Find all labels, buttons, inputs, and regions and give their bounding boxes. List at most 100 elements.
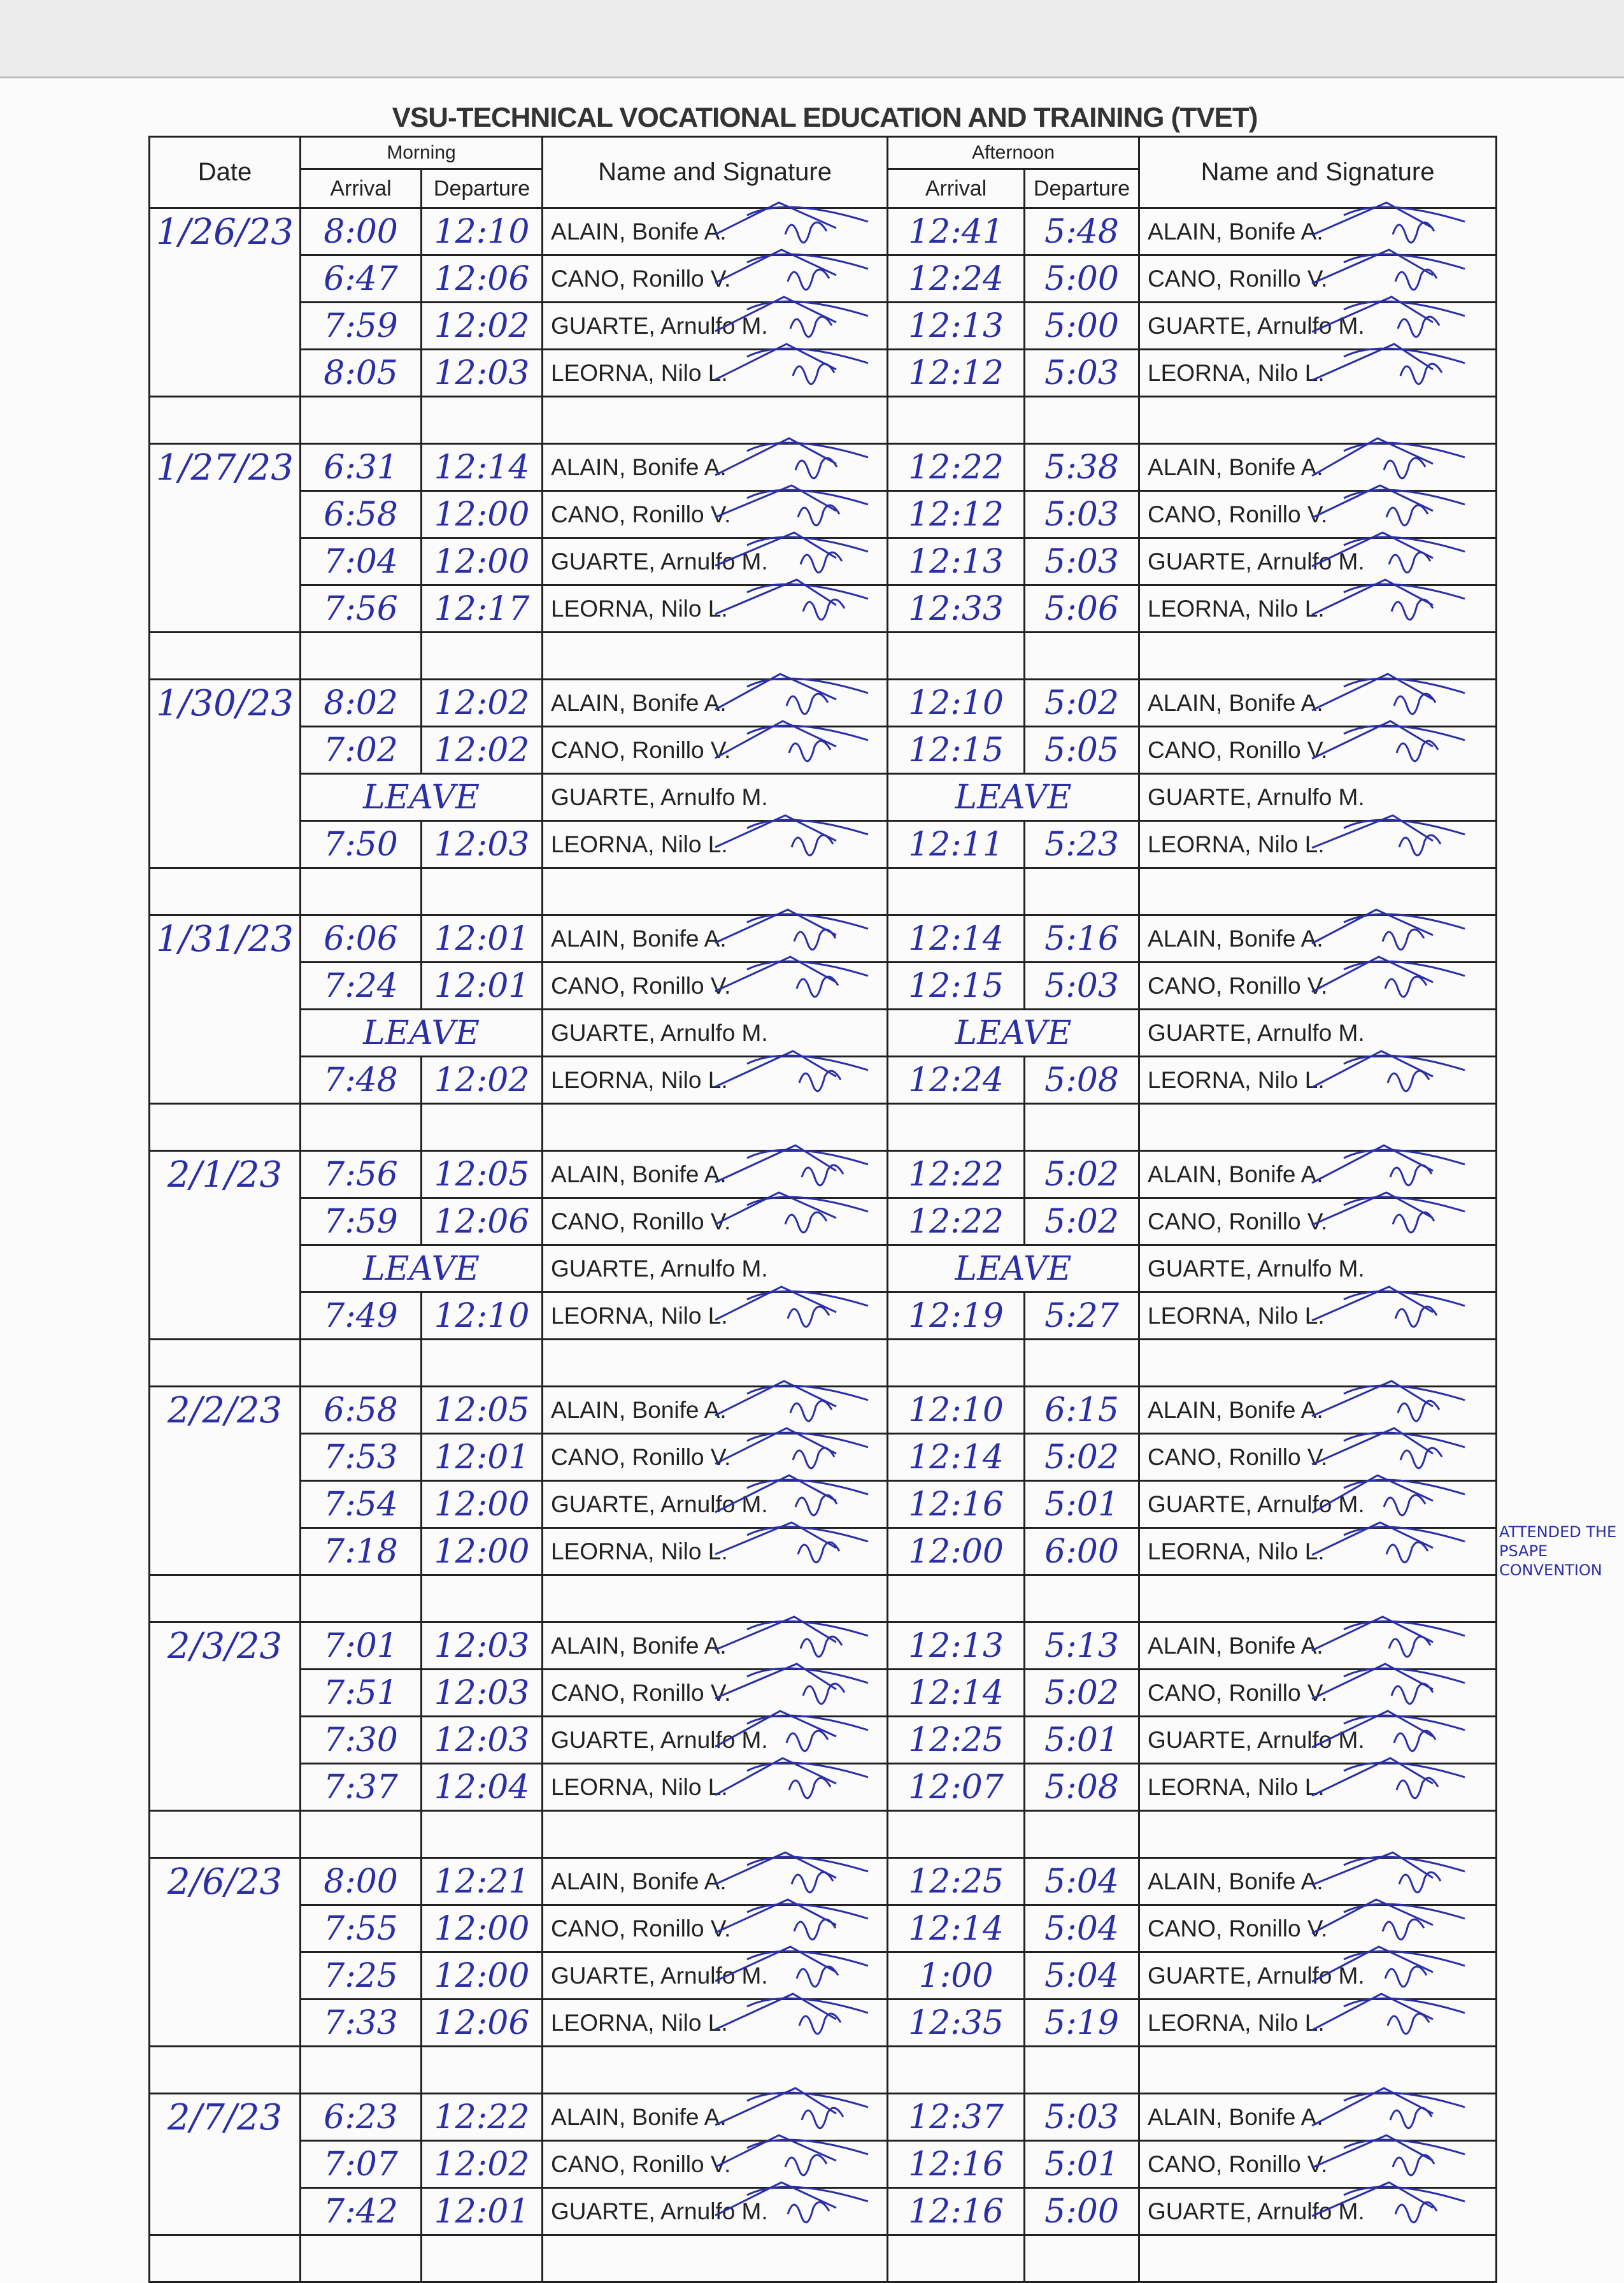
name-cell: GUARTE, Arnulfo M.: [1138, 1008, 1498, 1057]
spacer-row: [148, 1338, 1498, 1387]
empty-cell: [420, 2045, 544, 2094]
name: LEORNA, Nilo L.: [1148, 359, 1325, 386]
name: CANO, Ronillo V.: [551, 1443, 731, 1470]
pm-arrival: 12:33: [887, 584, 1026, 633]
signature-stroke: [1311, 1615, 1465, 1658]
signature-stroke: [715, 955, 869, 998]
name: GUARTE, Arnulfo M.: [1148, 2198, 1365, 2224]
pm-arrival: 12:22: [887, 1197, 1026, 1246]
departure-header: Departure: [1023, 168, 1141, 209]
am-departure: 12:22: [420, 2093, 544, 2142]
am-departure: 12:00: [420, 490, 544, 539]
empty-cell: [887, 631, 1026, 680]
signature-stroke: [1311, 1521, 1465, 1564]
am-arrival: 7:54: [299, 1480, 422, 1529]
entry-row: 7:04 12:00 GUARTE, Arnulfo M. 12:13 5:03 GUAR…: [150, 531, 1498, 586]
pm-departure: 5:04: [1023, 1951, 1141, 2000]
name: CANO, Ronillo V.: [551, 1679, 731, 1706]
name-header: Name and Signature: [1138, 136, 1498, 209]
pm-arrival: 12:25: [887, 1857, 1026, 1906]
name-cell: ALAIN, Bonife A.: [1138, 1144, 1498, 1199]
am-departure: 12:02: [420, 726, 544, 775]
empty-cell: [1023, 396, 1141, 445]
entry-row: 7:59 12:02 GUARTE, Arnulfo M. 12:13 5:00 GUAR…: [150, 296, 1498, 350]
spacer-row: [148, 2045, 1498, 2094]
name: GUARTE, Arnulfo M.: [551, 312, 768, 339]
name-cell: ALAIN, Bonife A.: [1138, 673, 1498, 727]
signature-stroke: [1311, 201, 1465, 244]
am-departure: 12:03: [420, 1621, 544, 1670]
pm-departure: 5:03: [1023, 490, 1141, 539]
pm-departure: 5:08: [1023, 1056, 1141, 1105]
am-arrival: 7:18: [299, 1527, 422, 1576]
empty-cell: [420, 867, 544, 916]
empty-cell: [1138, 1103, 1498, 1152]
signature-stroke: [1311, 1050, 1465, 1092]
entry-row: 2/1/23 7:56 12:05 ALAIN, Bonife A. 12:22 5:02…: [148, 1144, 1498, 1340]
entry-row: 7:59 12:06 CANO, Ronillo V. 12:22 5:02 CANO, …: [150, 1191, 1498, 1246]
empty-cell: [887, 1103, 1026, 1152]
name: CANO, Ronillo V.: [1148, 736, 1328, 763]
name-cell: CANO, Ronillo V.: [1138, 484, 1498, 539]
signature-stroke: [1311, 1191, 1465, 1234]
spacer-row: [148, 1574, 1498, 1623]
name: CANO, Ronillo V.: [1148, 501, 1328, 527]
empty-cell: [148, 1574, 301, 1623]
name-cell: GUARTE, Arnulfo M.: [541, 1945, 889, 2000]
entry-row: LEAVE GUARTE, Arnulfo M. LEAVE GUARTE, Arnu…: [150, 1008, 1498, 1057]
empty-cell: [1138, 2234, 1498, 2283]
signature-stroke: [1311, 720, 1465, 762]
afternoon-header: Afternoon: [887, 136, 1141, 170]
signature-stroke: [1311, 248, 1465, 291]
name: LEORNA, Nilo L.: [1148, 831, 1325, 857]
am-departure: 12:06: [420, 254, 544, 303]
signature-stroke: [1311, 814, 1465, 857]
name: ALAIN, Bonife A.: [551, 2103, 727, 2130]
name: ALAIN, Bonife A.: [551, 1868, 727, 1894]
signature-stroke: [1311, 578, 1465, 621]
name-cell: ALAIN, Bonife A.: [541, 201, 889, 256]
empty-cell: [148, 396, 301, 445]
name-cell: LEORNA, Nilo L.: [1138, 814, 1498, 869]
am-departure: 12:21: [420, 1857, 544, 1906]
name: LEORNA, Nilo L.: [551, 831, 728, 857]
signature-stroke: [715, 1993, 869, 2035]
leave-cell: LEAVE: [299, 773, 544, 822]
signature-stroke: [715, 1757, 869, 1800]
name: LEORNA, Nilo L.: [551, 2009, 728, 2036]
name: GUARTE, Arnulfo M.: [1148, 1019, 1365, 1046]
empty-cell: [887, 2234, 1026, 2283]
name-cell: GUARTE, Arnulfo M.: [541, 1244, 889, 1293]
am-arrival: 7:33: [299, 1998, 422, 2047]
name-cell: LEORNA, Nilo L.: [541, 343, 889, 397]
pm-arrival: 12:13: [887, 1621, 1026, 1670]
empty-cell: [420, 1574, 544, 1623]
name: CANO, Ronillo V.: [1148, 972, 1328, 999]
name-cell: LEORNA, Nilo L.: [1138, 343, 1498, 397]
pm-arrival: 12:14: [887, 1433, 1026, 1482]
signature-stroke: [715, 1521, 869, 1564]
pm-departure: 5:00: [1023, 2187, 1141, 2236]
empty-cell: [541, 1810, 889, 1859]
pm-departure: 6:00: [1023, 1527, 1141, 1576]
name: ALAIN, Bonife A.: [1148, 925, 1323, 952]
empty-cell: [1138, 1338, 1498, 1387]
am-departure: 12:00: [420, 1904, 544, 1953]
entry-row: LEAVE GUARTE, Arnulfo M. LEAVE GUARTE, Arnu…: [150, 773, 1498, 822]
am-arrival: 7:25: [299, 1951, 422, 2000]
am-arrival: 7:56: [299, 1150, 422, 1199]
name: LEORNA, Nilo L.: [551, 359, 728, 386]
leave-cell: LEAVE: [299, 1244, 544, 1293]
pm-arrival: 12:13: [887, 301, 1026, 350]
name-cell: LEORNA, Nilo L.: [541, 1050, 889, 1105]
empty-cell: [299, 1810, 422, 1859]
am-arrival: 8:00: [299, 207, 422, 256]
am-arrival: 7:42: [299, 2187, 422, 2236]
name-cell: LEORNA, Nilo L.: [1138, 578, 1498, 633]
name: GUARTE, Arnulfo M.: [551, 2198, 768, 2224]
entry-row: 7:30 12:03 GUARTE, Arnulfo M. 12:25 5:01 GUAR…: [150, 1710, 1498, 1764]
am-arrival: 7:53: [299, 1433, 422, 1482]
pm-departure: 5:03: [1023, 961, 1141, 1010]
am-departure: 12:05: [420, 1150, 544, 1199]
signature-stroke: [715, 1050, 869, 1092]
